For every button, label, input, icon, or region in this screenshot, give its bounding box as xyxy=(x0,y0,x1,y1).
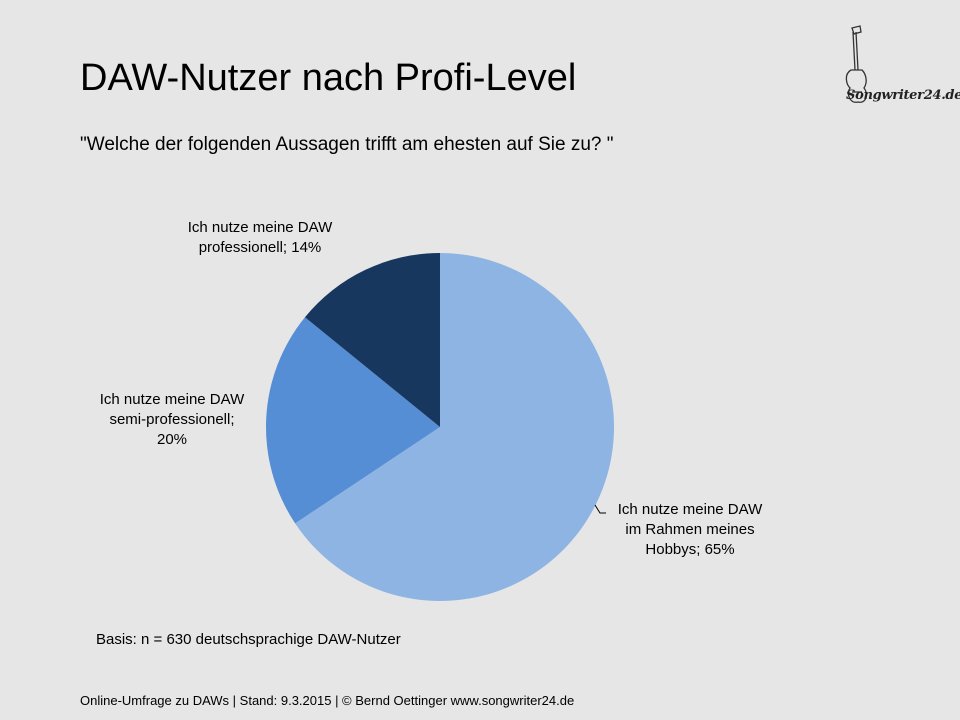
logo-text: Songwriter24.de xyxy=(846,88,960,103)
slice-label-line: Hobbys; 65% xyxy=(645,541,735,558)
survey-question: "Welche der folgenden Aussagen trifft am… xyxy=(80,134,614,155)
slice-label-line: semi-professionell; xyxy=(109,411,235,428)
pie-slice-hobby xyxy=(295,253,614,601)
leader-line-hobby xyxy=(594,504,606,514)
slice-label-hobby: Ich nutze meine DAW im Rahmen meines Hob… xyxy=(598,500,782,560)
slice-label-line: professionell; 14% xyxy=(198,239,322,256)
slice-label-semi-professionell: Ich nutze meine DAW semi-professionell; … xyxy=(80,390,264,450)
slice-label-line: Ich nutze meine DAW xyxy=(617,501,763,518)
page-title: DAW-Nutzer nach Profi-Level xyxy=(80,57,577,99)
sample-basis-note: Basis: n = 630 deutschsprachige DAW-Nutz… xyxy=(96,631,401,648)
footer-text: Online-Umfrage zu DAWs | Stand: 9.3.2015… xyxy=(80,693,575,708)
slice-label-line: Ich nutze meine DAW xyxy=(187,219,333,236)
slice-label-line: im Rahmen meines xyxy=(625,521,755,538)
slice-label-line: Ich nutze meine DAW xyxy=(99,391,245,408)
pie-slice-semi-professionell xyxy=(266,317,440,524)
pie-slice-professionell xyxy=(304,253,440,427)
slice-label-line: 20% xyxy=(156,431,188,448)
slice-label-professionell: Ich nutze meine DAW professionell; 14% xyxy=(168,218,352,258)
guitar-logo-icon xyxy=(845,25,868,103)
